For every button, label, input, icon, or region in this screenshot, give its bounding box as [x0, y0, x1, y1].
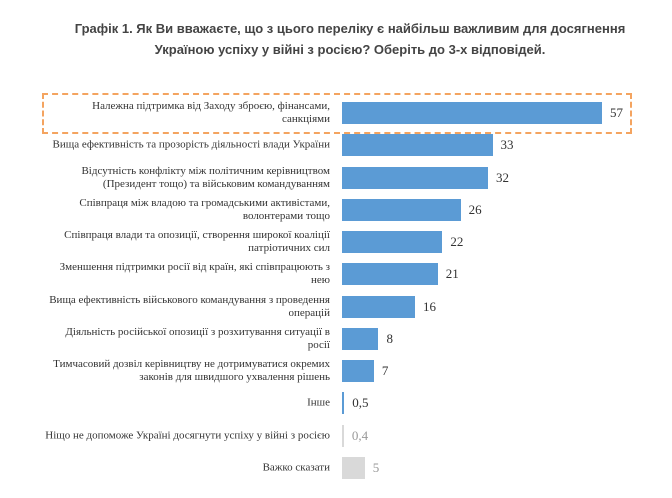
value-label: 21 — [445, 266, 459, 282]
category-label: Зменшення підтримки росії від країн, які… — [59, 261, 330, 287]
value-label: 33 — [500, 137, 514, 153]
value-label: 0,4 — [351, 427, 369, 443]
value-label: 5 — [372, 459, 380, 475]
category-label: Співпраця між владою та громадськими акт… — [79, 196, 330, 222]
bar — [342, 231, 443, 254]
category-label: Діяльність російської опозиції з розхиту… — [65, 325, 330, 351]
value-label: 57 — [610, 105, 623, 120]
value-label: 22 — [450, 234, 464, 250]
category-label: Вища ефективність військового командуван… — [49, 293, 330, 319]
category-label: Відсутність конфлікту між політичним кер… — [81, 164, 330, 190]
bar — [342, 424, 344, 447]
bar — [342, 198, 461, 221]
category-label: Співпраця влади та опозиції, створення ш… — [64, 229, 330, 255]
category-label: Належна підтримка від Заходу зброєю, фін… — [92, 100, 330, 125]
bar — [342, 456, 365, 479]
bar — [342, 134, 493, 157]
value-label: 16 — [422, 298, 436, 314]
bar — [342, 102, 602, 124]
bar — [342, 263, 438, 286]
value-label: 0,5 — [352, 395, 369, 411]
value-label: 7 — [381, 363, 389, 379]
value-label: 26 — [468, 201, 482, 217]
bar — [342, 327, 379, 350]
chart-title: Графік 1. Як Ви вважаєте, що з цього пер… — [74, 21, 626, 57]
category-label: Вища ефективність та прозорість діяльнос… — [52, 138, 331, 151]
category-label: Інше — [307, 396, 330, 409]
category-label: Тимчасовий дозвіл керівництву не дотриму… — [53, 358, 330, 384]
bar — [342, 360, 374, 383]
value-label: 8 — [386, 330, 393, 346]
bar — [342, 166, 488, 189]
bar — [342, 295, 415, 318]
category-label: Важко сказати — [262, 461, 330, 474]
highlight-box — [42, 93, 632, 134]
value-label: 32 — [495, 169, 509, 185]
bar — [342, 392, 345, 415]
category-label: Ніщо не допоможе Україні досягнути успіх… — [45, 429, 330, 442]
